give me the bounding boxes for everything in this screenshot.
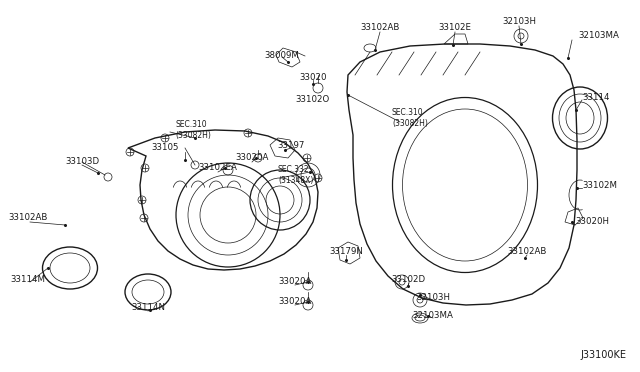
Text: 33197: 33197 <box>277 141 305 150</box>
Text: 33102AB: 33102AB <box>508 247 547 257</box>
Text: SEC.310
(33082H): SEC.310 (33082H) <box>392 108 428 128</box>
Text: 32103H: 32103H <box>502 17 536 26</box>
Text: 32103MA: 32103MA <box>578 32 619 41</box>
Text: 33102O: 33102O <box>296 96 330 105</box>
Text: 33020A: 33020A <box>278 298 312 307</box>
Text: 33105: 33105 <box>151 144 179 153</box>
Text: SEC.332
(31348X): SEC.332 (31348X) <box>278 165 314 185</box>
Text: 33020: 33020 <box>300 74 327 83</box>
Text: 32103MA: 32103MA <box>413 311 453 321</box>
Text: 33102AB: 33102AB <box>8 214 48 222</box>
Text: 33102EA: 33102EA <box>198 164 237 173</box>
Text: 33020A: 33020A <box>278 278 312 286</box>
Text: 33103D: 33103D <box>65 157 99 167</box>
Text: 38009M: 38009M <box>264 51 300 60</box>
Text: 33102M: 33102M <box>582 180 617 189</box>
Text: 33020A: 33020A <box>236 154 269 163</box>
Text: J33100KE: J33100KE <box>580 350 626 360</box>
Text: 32103H: 32103H <box>416 294 450 302</box>
Text: SEC.310
(33082H): SEC.310 (33082H) <box>175 120 211 140</box>
Text: 33114M: 33114M <box>10 276 45 285</box>
Text: 33179N: 33179N <box>329 247 363 257</box>
Text: 33114N: 33114N <box>131 304 165 312</box>
Text: 33020H: 33020H <box>575 218 609 227</box>
Text: 33114: 33114 <box>582 93 609 103</box>
Text: 33102D: 33102D <box>391 276 425 285</box>
Text: 33102E: 33102E <box>438 23 472 32</box>
Text: 33102AB: 33102AB <box>360 23 400 32</box>
